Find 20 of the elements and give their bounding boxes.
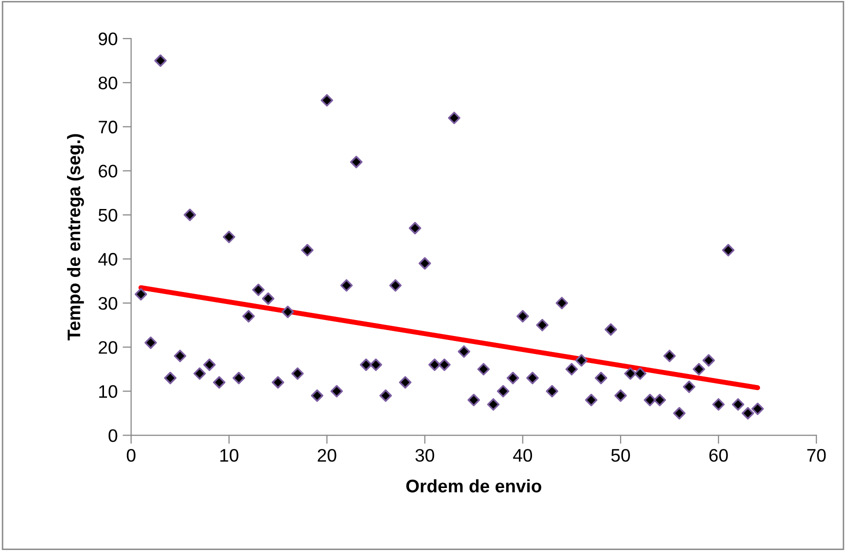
y-tick-label: 10 [99, 385, 118, 398]
y-tick-label: 60 [98, 164, 118, 178]
x-axis-title: Ordem de envio [406, 479, 542, 492]
x-tick-label: 70 [807, 448, 826, 462]
x-tick-label: 0 [126, 448, 136, 462]
y-tick-label: 0 [108, 429, 118, 442]
y-tick-label: 20 [98, 341, 118, 354]
x-tick-label: 30 [415, 448, 434, 462]
y-tick-label: 70 [98, 120, 118, 134]
y-tick-label: 80 [98, 76, 118, 90]
x-tick-label: 50 [611, 448, 630, 462]
x-tick-label: 20 [318, 448, 336, 462]
y-tick-label: 90 [98, 32, 118, 46]
y-tick-label: 40 [98, 252, 118, 266]
x-tick-label: 10 [220, 448, 238, 462]
y-tick-label: 30 [98, 296, 118, 310]
x-tick-label: 60 [709, 448, 728, 462]
y-axis-title: Tempo de entrega (seg.) [67, 134, 84, 340]
y-tick-label: 50 [98, 208, 118, 222]
x-tick-label: 40 [513, 448, 532, 462]
